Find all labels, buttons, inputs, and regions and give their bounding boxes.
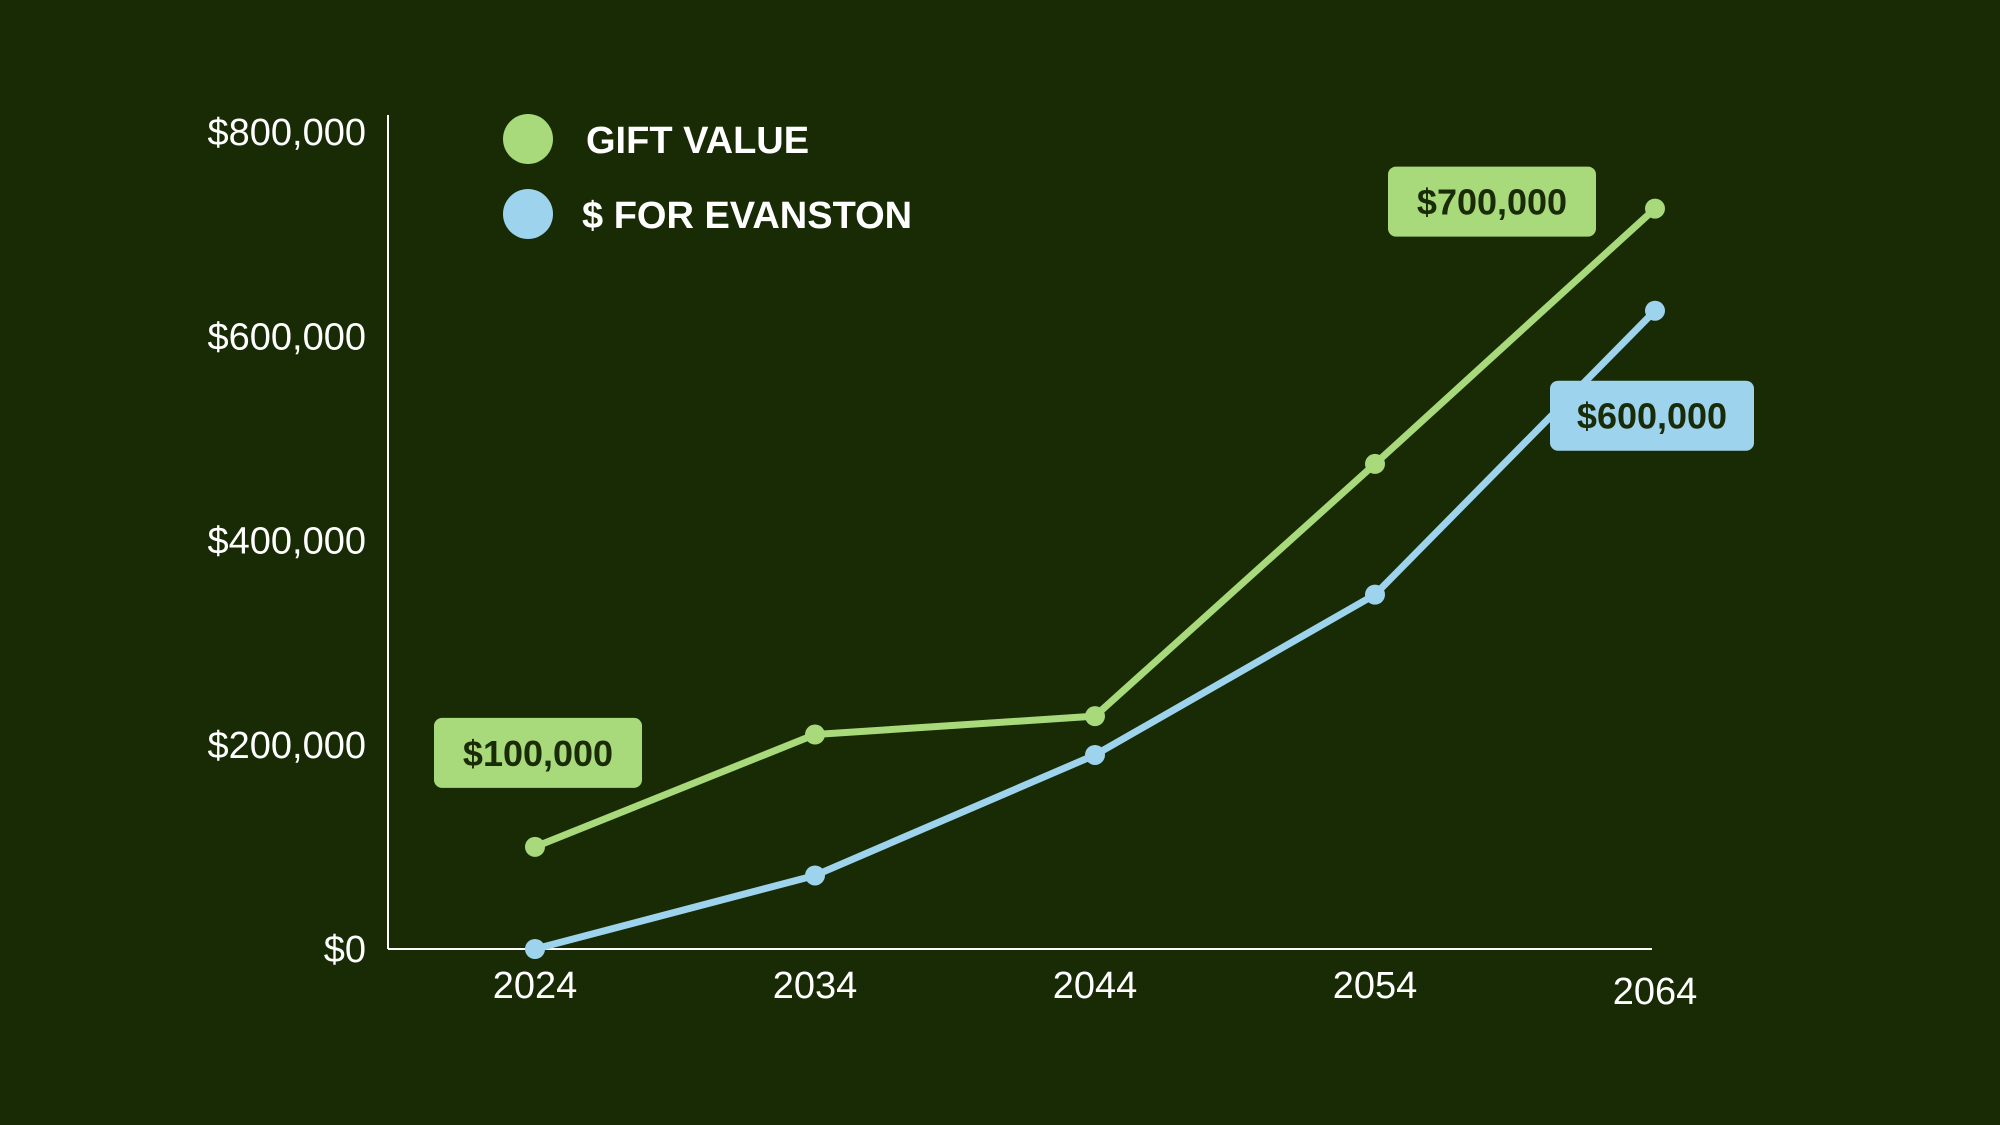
data-point <box>1085 744 1105 765</box>
data-point <box>1365 584 1385 605</box>
callout-box <box>434 717 642 788</box>
x-tick-label: 2054 <box>1333 965 1418 1007</box>
callout-label: $100,000 <box>463 733 613 774</box>
legend-marker <box>503 189 553 239</box>
series-layer <box>525 198 1665 959</box>
legend: GIFT VALUE $ FOR EVANSTON <box>503 114 912 239</box>
legend-label: GIFT VALUE <box>586 120 809 162</box>
data-point <box>805 865 825 886</box>
callouts: $100,000 $700,000 $600,000 <box>434 166 1754 788</box>
x-tick-label: 2064 <box>1613 971 1698 1013</box>
data-point <box>525 836 545 857</box>
data-point <box>805 724 825 745</box>
axes <box>387 115 1652 950</box>
callout-label: $700,000 <box>1417 182 1567 223</box>
x-tick-label: 2034 <box>773 965 858 1007</box>
callout-label: $600,000 <box>1577 396 1727 437</box>
legend-label: $ FOR EVANSTON <box>582 195 912 237</box>
y-tick-label: $0 <box>324 929 366 971</box>
x-tick-label: 2024 <box>493 965 578 1007</box>
legend-marker <box>503 114 553 164</box>
y-tick-label: $600,000 <box>208 316 367 358</box>
data-point <box>1085 706 1105 727</box>
y-tick-label: $400,000 <box>208 521 367 563</box>
data-point <box>1645 198 1665 219</box>
data-point <box>1365 453 1385 474</box>
series-line <box>531 307 1659 953</box>
data-point <box>525 939 545 959</box>
y-tick-label: $800,000 <box>208 112 367 154</box>
callout-box <box>1550 380 1754 451</box>
tick-labels: $0 $200,000 $400,000 $600,000 $800,000 2024 20… <box>208 112 1698 1013</box>
x-tick-label: 2044 <box>1053 965 1138 1007</box>
data-point <box>1645 300 1665 321</box>
y-tick-label: $200,000 <box>208 725 367 767</box>
callout-box <box>1388 166 1596 237</box>
